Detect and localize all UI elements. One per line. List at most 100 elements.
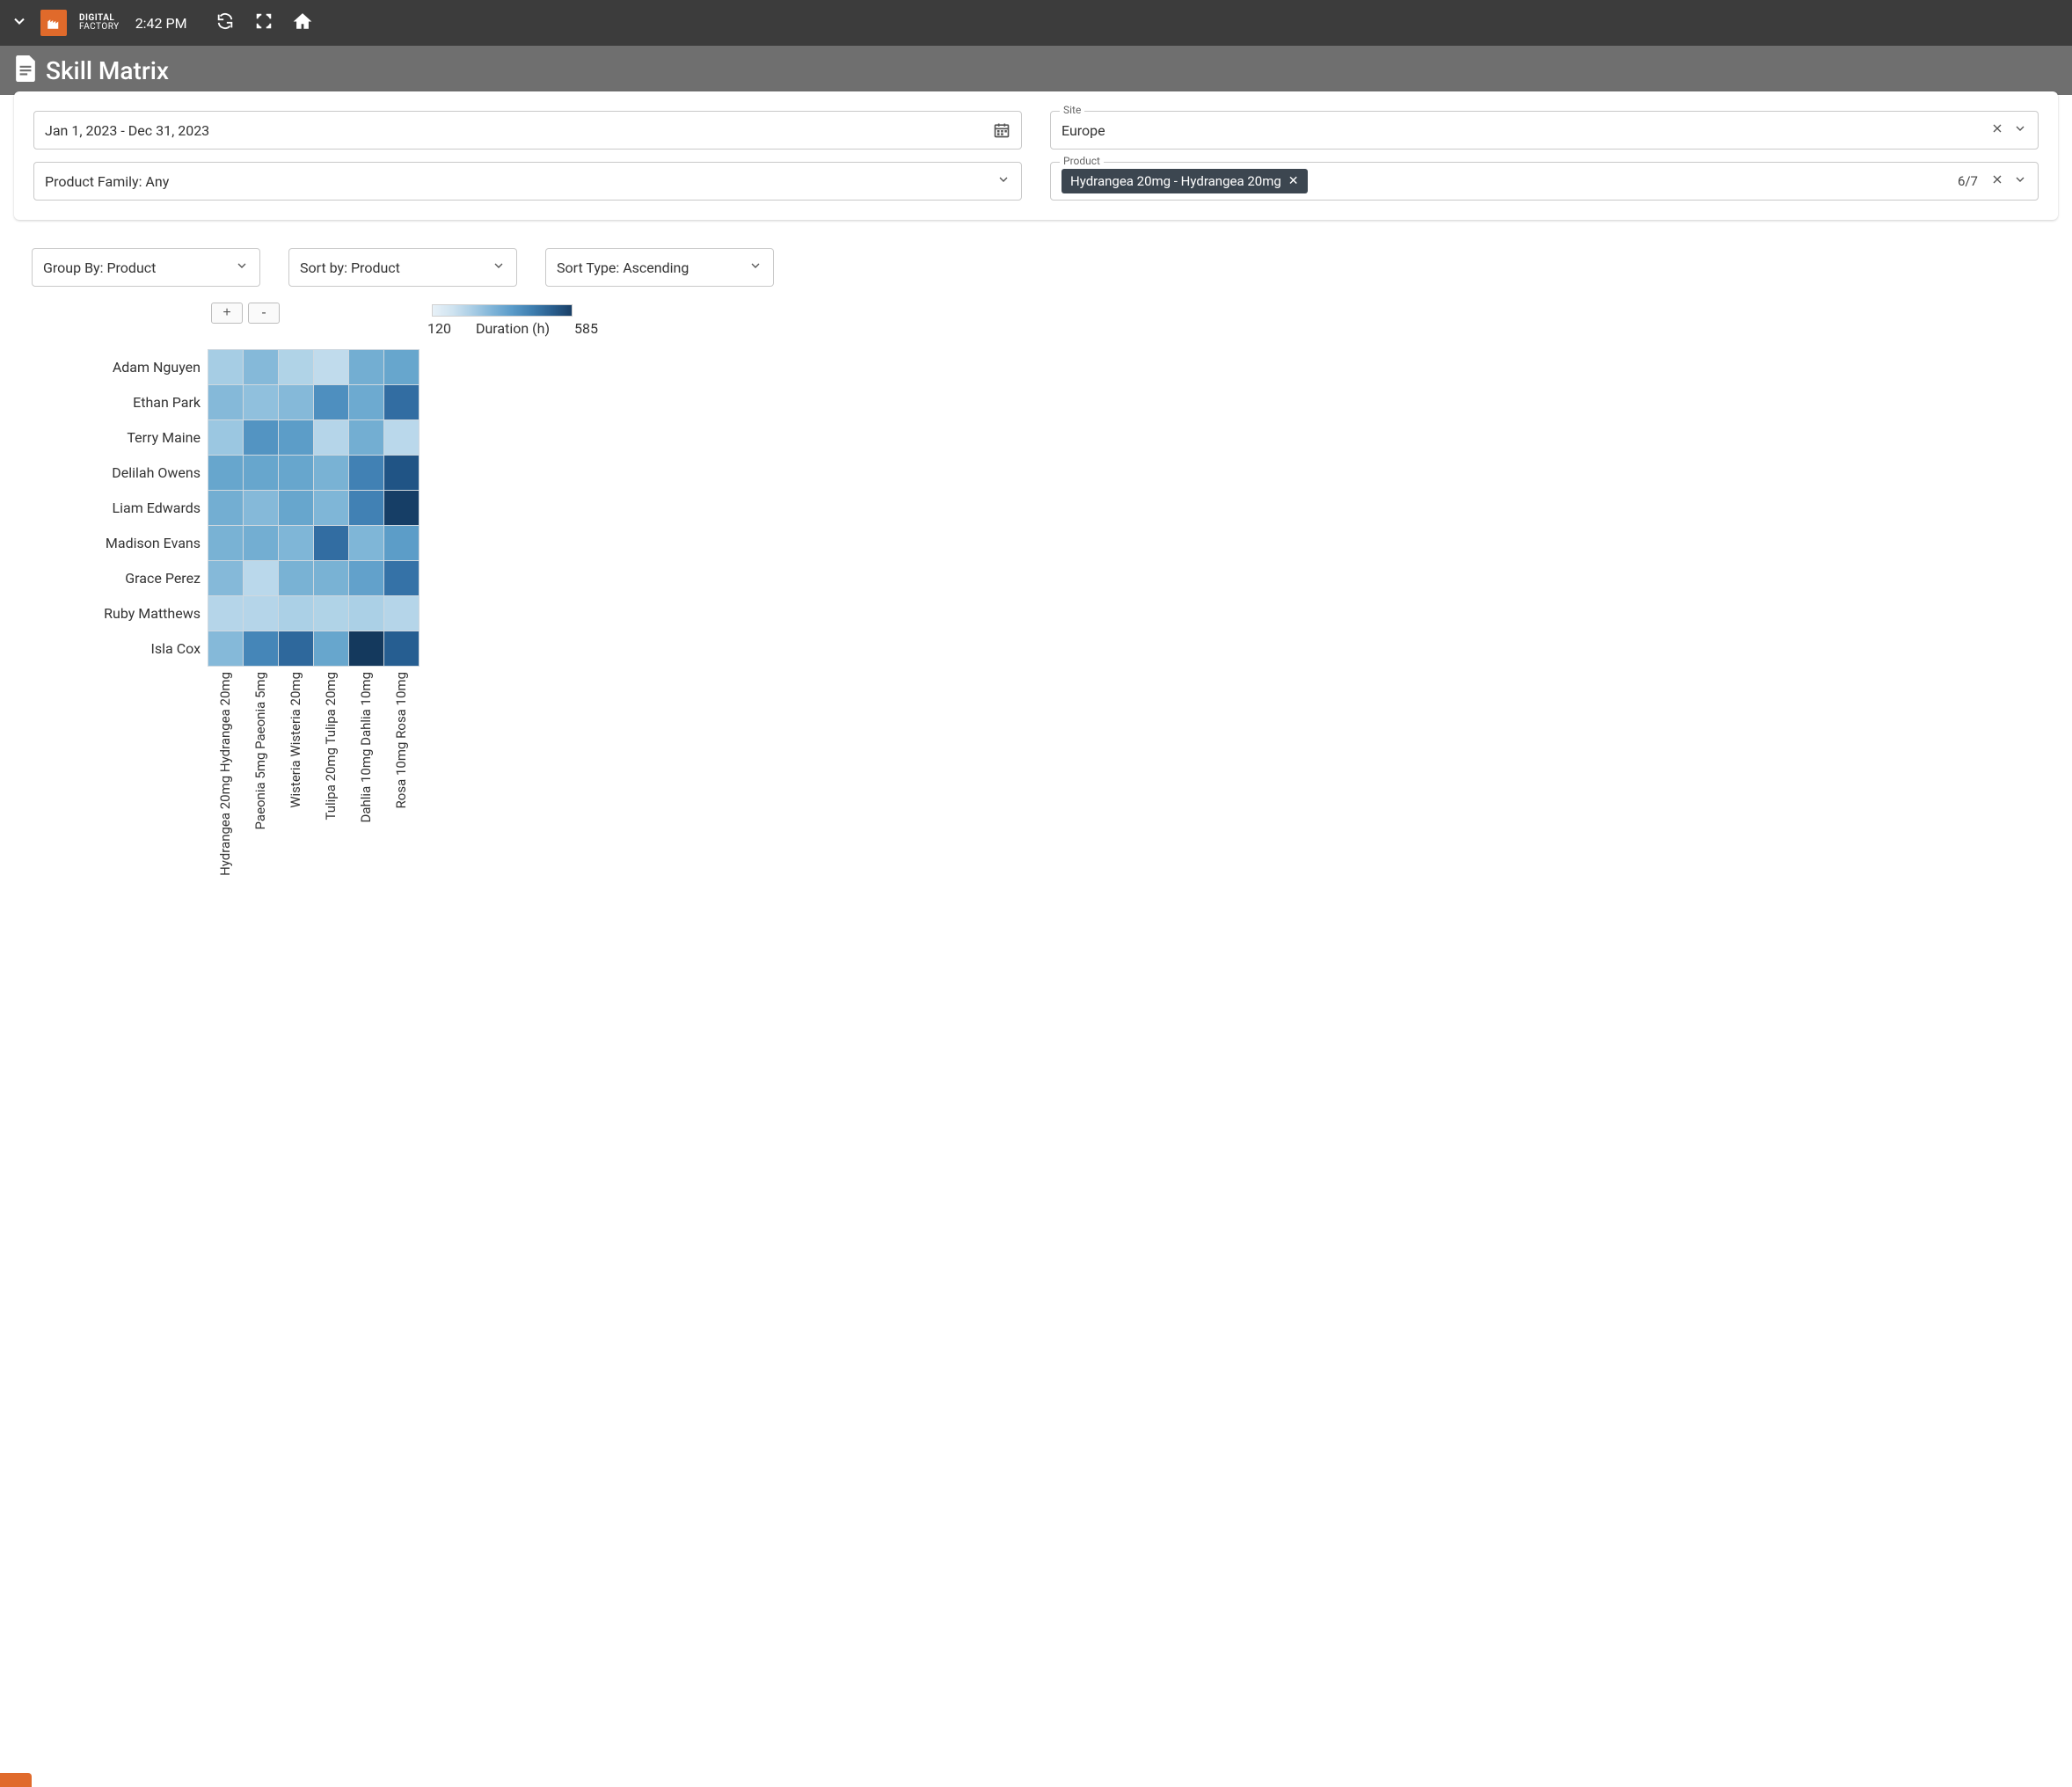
heatmap-cell[interactable] bbox=[208, 631, 244, 667]
site-field[interactable]: Site Europe bbox=[1050, 111, 2039, 150]
heatmap-cell[interactable] bbox=[279, 350, 314, 385]
legend-label: Duration (h) bbox=[476, 320, 550, 337]
chevron-down-icon[interactable] bbox=[996, 172, 1010, 190]
heatmap-cell[interactable] bbox=[244, 385, 279, 420]
heatmap-cell[interactable] bbox=[314, 350, 349, 385]
heatmap-cell[interactable] bbox=[314, 385, 349, 420]
heatmap-cell[interactable] bbox=[279, 596, 314, 631]
heatmap-cell[interactable] bbox=[314, 596, 349, 631]
chip-remove-icon[interactable]: ✕ bbox=[1288, 174, 1299, 188]
home-icon[interactable] bbox=[293, 11, 312, 34]
heatmap-cell[interactable] bbox=[244, 456, 279, 491]
heatmap-cell[interactable] bbox=[349, 561, 384, 596]
heatmap-cell[interactable] bbox=[349, 491, 384, 526]
heatmap-cell[interactable] bbox=[384, 456, 420, 491]
site-label: Site bbox=[1060, 104, 1084, 116]
document-icon bbox=[14, 55, 37, 85]
heatmap-cell[interactable] bbox=[349, 456, 384, 491]
heatmap-cell[interactable] bbox=[208, 596, 244, 631]
heatmap-cell[interactable] bbox=[279, 385, 314, 420]
heatmap-col-label: Dahlia 10mg Dahlia 10mg bbox=[358, 672, 374, 822]
product-label: Product bbox=[1060, 155, 1104, 167]
page-title: Skill Matrix bbox=[46, 56, 169, 85]
heatmap-cell[interactable] bbox=[349, 385, 384, 420]
heatmap-cell[interactable] bbox=[244, 526, 279, 561]
heatmap-cell[interactable] bbox=[314, 491, 349, 526]
heatmap-cell[interactable] bbox=[244, 631, 279, 667]
heatmap-cell[interactable] bbox=[279, 561, 314, 596]
heatmap-cell[interactable] bbox=[384, 631, 420, 667]
chevron-down-icon[interactable] bbox=[2013, 121, 2027, 139]
heatmap-cell[interactable] bbox=[384, 491, 420, 526]
heatmap-cell[interactable] bbox=[279, 631, 314, 667]
heatmap-row-label: Ethan Park bbox=[32, 384, 201, 419]
heatmap-col-label: Wisteria Wisteria 20mg bbox=[288, 672, 303, 808]
heatmap-cell[interactable] bbox=[314, 420, 349, 456]
heatmap-cell[interactable] bbox=[384, 561, 420, 596]
product-chip-label: Hydrangea 20mg - Hydrangea 20mg bbox=[1070, 173, 1281, 189]
heatmap-cell[interactable] bbox=[208, 491, 244, 526]
chevron-down-icon[interactable] bbox=[2013, 172, 2027, 190]
heatmap-cell[interactable] bbox=[208, 350, 244, 385]
chevron-down-icon[interactable] bbox=[748, 259, 762, 276]
fullscreen-icon[interactable] bbox=[254, 11, 274, 34]
heatmap-row-label: Madison Evans bbox=[32, 525, 201, 560]
heatmap-cell[interactable] bbox=[384, 385, 420, 420]
brand-text: DIGITAL FACTORY bbox=[79, 14, 120, 32]
legend-max: 585 bbox=[574, 320, 598, 337]
heatmap-cell[interactable] bbox=[314, 526, 349, 561]
heatmap-cell[interactable] bbox=[349, 631, 384, 667]
chevron-down-icon[interactable] bbox=[492, 259, 506, 276]
heatmap-cell[interactable] bbox=[384, 420, 420, 456]
heatmap-cell[interactable] bbox=[244, 420, 279, 456]
heatmap-cell[interactable] bbox=[208, 385, 244, 420]
heatmap-cell[interactable] bbox=[208, 526, 244, 561]
nav-collapse-icon[interactable] bbox=[11, 12, 28, 33]
product-chip: Hydrangea 20mg - Hydrangea 20mg ✕ bbox=[1062, 169, 1308, 193]
heatmap-cell[interactable] bbox=[349, 596, 384, 631]
zoom-out-button[interactable]: - bbox=[248, 303, 280, 324]
heatmap-cell[interactable] bbox=[208, 561, 244, 596]
heatmap-cell[interactable] bbox=[279, 456, 314, 491]
group-by-field[interactable]: Group By: Product bbox=[32, 248, 260, 287]
heatmap-cell[interactable] bbox=[244, 561, 279, 596]
sort-by-field[interactable]: Sort by: Product bbox=[288, 248, 517, 287]
heatmap-cell[interactable] bbox=[208, 420, 244, 456]
heatmap-cell[interactable] bbox=[314, 631, 349, 667]
heatmap-cell[interactable] bbox=[244, 350, 279, 385]
heatmap-cell[interactable] bbox=[244, 491, 279, 526]
refresh-icon[interactable] bbox=[215, 11, 235, 34]
heatmap-cell[interactable] bbox=[314, 561, 349, 596]
heatmap-cell[interactable] bbox=[279, 491, 314, 526]
heatmap-section: + - 120 Duration (h) 585 Adam NguyenEtha… bbox=[0, 294, 2072, 909]
clock: 2:42 PM bbox=[135, 15, 187, 32]
heatmap-cell[interactable] bbox=[349, 526, 384, 561]
bottom-left-tab[interactable] bbox=[0, 1773, 32, 1787]
heatmap-cell[interactable] bbox=[349, 350, 384, 385]
sort-type-field[interactable]: Sort Type: Ascending bbox=[545, 248, 774, 287]
clear-icon[interactable] bbox=[1990, 121, 2004, 139]
heatmap-cell[interactable] bbox=[279, 526, 314, 561]
calendar-icon[interactable] bbox=[993, 121, 1010, 139]
clear-icon[interactable] bbox=[1990, 172, 2004, 190]
product-family-field[interactable]: Product Family: Any bbox=[33, 162, 1022, 201]
zoom-in-button[interactable]: + bbox=[211, 303, 243, 324]
controls-row: Group By: Product Sort by: Product Sort … bbox=[0, 223, 2072, 294]
heatmap-cell[interactable] bbox=[208, 456, 244, 491]
date-range-field[interactable]: Jan 1, 2023 - Dec 31, 2023 bbox=[33, 111, 1022, 150]
heatmap-cell[interactable] bbox=[349, 420, 384, 456]
heatmap-row-label: Grace Perez bbox=[32, 560, 201, 595]
chevron-down-icon[interactable] bbox=[235, 259, 249, 276]
heatmap-cell[interactable] bbox=[279, 420, 314, 456]
heatmap-cell[interactable] bbox=[384, 526, 420, 561]
group-by-value: Group By: Product bbox=[43, 259, 235, 276]
legend-gradient bbox=[432, 304, 573, 317]
heatmap-cell[interactable] bbox=[314, 456, 349, 491]
heatmap-cell[interactable] bbox=[384, 350, 420, 385]
product-field[interactable]: Product Hydrangea 20mg - Hydrangea 20mg … bbox=[1050, 162, 2039, 201]
heatmap-cells bbox=[208, 349, 420, 667]
heatmap-cell[interactable] bbox=[244, 596, 279, 631]
heatmap-cell[interactable] bbox=[384, 596, 420, 631]
brand-line2: FACTORY bbox=[79, 23, 120, 32]
brand-logo-icon bbox=[40, 10, 67, 36]
